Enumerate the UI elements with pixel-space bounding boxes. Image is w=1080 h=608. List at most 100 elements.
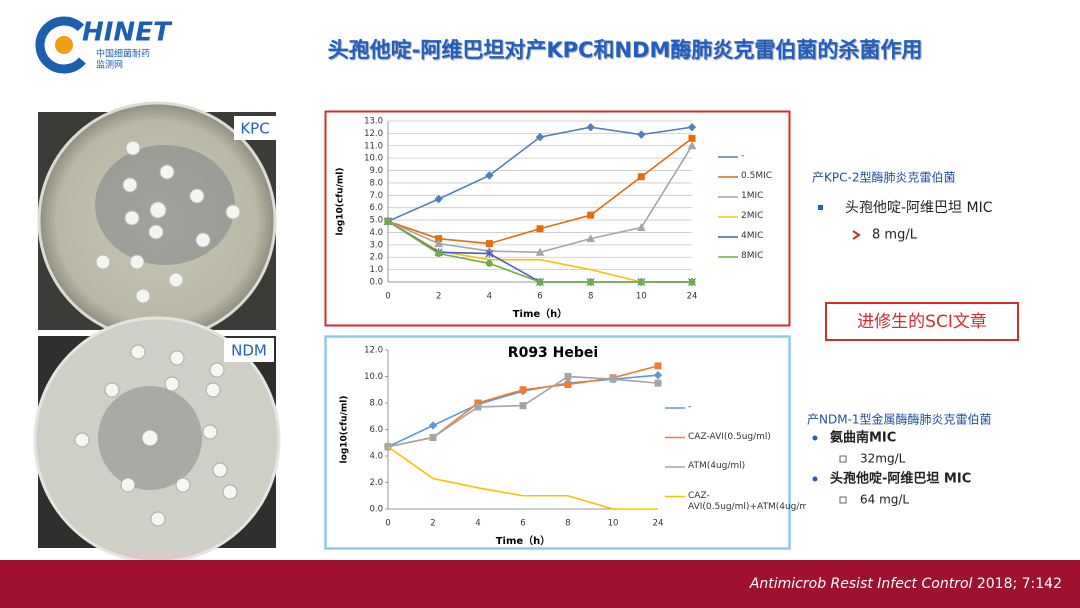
legend-entry: ATM(4ug/ml)	[688, 461, 746, 471]
discs	[74, 344, 238, 527]
inhibition-zone	[95, 145, 235, 265]
legend-entry: 4MIC	[741, 231, 763, 241]
x-tick-label: 8	[588, 292, 593, 302]
chart-title: R093 Hebei	[508, 345, 598, 361]
x-tick-label: 6	[537, 292, 542, 302]
point	[564, 373, 572, 380]
point	[535, 132, 545, 142]
point	[688, 134, 696, 142]
x-tick-label: 0	[385, 519, 390, 529]
photo-label: NDM	[231, 342, 267, 360]
logo-sub: 中国细菌耐药	[96, 48, 150, 60]
label-bg	[224, 338, 274, 362]
point	[637, 130, 646, 139]
point	[536, 225, 544, 233]
x-tick-label: 10	[636, 292, 647, 302]
x-tick-label: 6	[520, 519, 525, 529]
photo-label: KPC	[240, 120, 269, 138]
y-tick-label: 8.0	[369, 178, 383, 188]
note-subitem: 32mg/L	[860, 452, 906, 466]
point	[654, 362, 662, 370]
legend-label: -	[741, 151, 745, 161]
citation: 2018; 7:142	[972, 576, 1062, 592]
point	[586, 122, 595, 132]
footer-citation: Antimicrob Resist Infect Control 2018; 7…	[749, 576, 1062, 592]
legend-entry: 2MIC	[741, 211, 764, 221]
y-axis-label: log10(cfu/ml)	[336, 168, 346, 236]
x-tick-label: 10	[608, 519, 619, 529]
y-tick-label: 10.0	[364, 372, 383, 382]
y-tick-label: 12.0	[364, 346, 383, 356]
point	[586, 234, 596, 243]
point	[587, 211, 595, 219]
legend-label: 1MIC	[741, 191, 764, 201]
footer-band	[0, 560, 1080, 608]
x-tick-label: 2	[436, 292, 441, 302]
point	[637, 278, 645, 286]
y-tick-label: 6.0	[369, 203, 383, 213]
arrow-bullet	[852, 230, 861, 240]
y-tick-label: 8.0	[369, 399, 383, 409]
x-tick-label: 4	[475, 519, 480, 529]
legend-entry: -	[688, 402, 692, 412]
y-tick-label: 4.0	[369, 228, 383, 238]
highlight-box	[825, 302, 1019, 341]
y-tick-label: 4.0	[369, 452, 383, 462]
x-tick-label: 24	[687, 292, 698, 302]
point	[587, 278, 595, 286]
chart-frame	[324, 335, 791, 550]
note-item: 头孢他啶-阿维巴坦 MIC	[830, 471, 971, 487]
point	[485, 171, 494, 180]
point	[519, 402, 527, 410]
point	[474, 403, 482, 411]
point	[687, 122, 697, 132]
y-tick-label: 2.0	[369, 253, 383, 263]
legend-label: CAZ-AVI(0.5ug/ml)	[688, 431, 771, 442]
note-item: 头孢他啶-阿维巴坦 MIC	[845, 200, 993, 216]
bullet	[812, 476, 818, 482]
series-line	[387, 446, 658, 510]
x-tick-label: 24	[653, 519, 664, 529]
highlight-text: 进修生的SCI文章	[857, 312, 987, 332]
slide-title: 头孢他啶-阿维巴坦对产KPC和NDM酶肺炎克雷伯菌的杀菌作用	[328, 38, 923, 62]
legend-entry: 1MIC	[741, 191, 764, 201]
legend-entry: CAZ-AVI(0.5ug/ml)+ATM(4ug/ml)	[688, 491, 806, 512]
bullet	[839, 496, 847, 504]
y-tick-label: 13.0	[364, 117, 383, 127]
point	[564, 380, 572, 388]
y-tick-label: 5.0	[369, 216, 383, 226]
y-tick-label: 11.0	[364, 141, 383, 151]
legend-label: 8MIC	[741, 251, 764, 261]
point	[637, 173, 645, 181]
legend-label: -	[688, 402, 692, 412]
point	[434, 194, 443, 204]
y-tick-label: 0.0	[369, 505, 383, 515]
x-tick-label: 4	[487, 292, 492, 302]
point	[536, 278, 544, 286]
logo-sub: 监测网	[96, 59, 123, 71]
legend-label: 0.5MIC	[741, 171, 773, 181]
legend-entry: -	[741, 151, 745, 161]
chart-frame	[324, 110, 791, 327]
point	[687, 141, 697, 150]
note-subitem: 8 mg/L	[872, 228, 918, 243]
legend-label: ATM(4ug/ml)	[688, 461, 746, 471]
point	[653, 370, 663, 380]
note-subitem: 64 mg/L	[860, 493, 909, 507]
point	[485, 249, 494, 258]
x-tick-label: 0	[385, 292, 390, 302]
y-tick-label: 3.0	[369, 240, 383, 250]
y-tick-label: 2.0	[369, 478, 383, 488]
legend-entry: CAZ-AVI(0.5ug/ml)	[688, 431, 771, 442]
legend-label: 2MIC	[741, 211, 764, 221]
point	[609, 375, 617, 383]
bullet	[818, 205, 823, 210]
note-heading: 产KPC-2型酶肺炎克雷伯菌	[812, 170, 955, 185]
y-tick-label: 6.0	[369, 425, 383, 435]
x-tick-label: 2	[430, 519, 435, 529]
point	[434, 239, 444, 248]
point	[636, 222, 646, 232]
logo-text: HINET	[82, 18, 173, 48]
point	[519, 386, 527, 394]
